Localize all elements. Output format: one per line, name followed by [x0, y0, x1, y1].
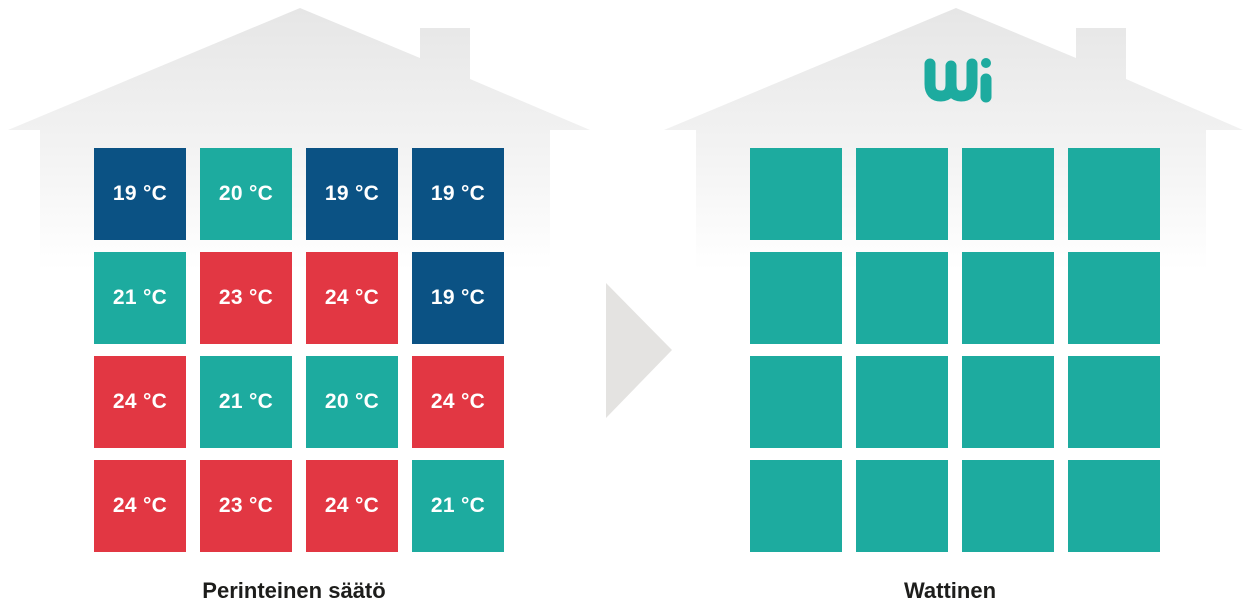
room-tile: 24 °C [306, 252, 398, 344]
room-tile: 19 °C [412, 252, 504, 344]
triangle-right-icon [606, 283, 672, 418]
right-room-grid [750, 148, 1160, 552]
room-tile [856, 148, 948, 240]
room-tile: 24 °C [412, 356, 504, 448]
room-tile: 19 °C [94, 148, 186, 240]
room-tile: 21 °C [94, 252, 186, 344]
left-room-grid: 19 °C 20 °C 19 °C 19 °C 21 °C 23 °C 24 °C 19 °C… [94, 148, 504, 552]
room-tile: 19 °C [306, 148, 398, 240]
room-tile [750, 148, 842, 240]
room-tile: 20 °C [306, 356, 398, 448]
room-tile [856, 460, 948, 552]
room-tile: 24 °C [94, 460, 186, 552]
room-tile [1068, 460, 1160, 552]
room-tile [962, 148, 1054, 240]
room-tile: 19 °C [412, 148, 504, 240]
room-tile [962, 460, 1054, 552]
room-tile: 20 °C [200, 148, 292, 240]
room-tile [1068, 148, 1160, 240]
room-tile: 23 °C [200, 252, 292, 344]
room-tile [1068, 252, 1160, 344]
left-house-caption: Perinteinen säätö [202, 578, 386, 603]
room-tile: 23 °C [200, 460, 292, 552]
room-tile [856, 356, 948, 448]
wattinen-logo-icon [924, 58, 992, 103]
right-house-caption: Wattinen [903, 578, 997, 603]
room-tile [1068, 356, 1160, 448]
room-tile: 21 °C [200, 356, 292, 448]
room-tile: 24 °C [306, 460, 398, 552]
room-tile [962, 252, 1054, 344]
room-tile: 24 °C [94, 356, 186, 448]
room-tile: 21 °C [412, 460, 504, 552]
room-tile [750, 356, 842, 448]
room-tile [856, 252, 948, 344]
room-tile [750, 252, 842, 344]
room-tile [750, 460, 842, 552]
room-tile [962, 356, 1054, 448]
